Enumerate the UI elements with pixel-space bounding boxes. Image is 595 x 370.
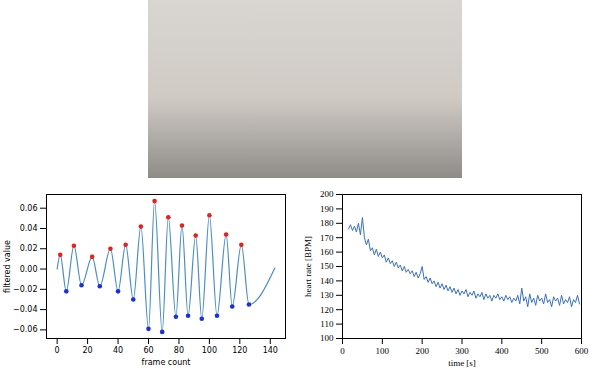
svg-text:heart rate [BPM]: heart rate [BPM] <box>303 236 313 297</box>
svg-text:filtered value: filtered value <box>3 240 12 293</box>
svg-text:200: 200 <box>415 346 429 356</box>
svg-text:140: 140 <box>320 276 334 286</box>
svg-text:130: 130 <box>320 290 334 300</box>
svg-text:190: 190 <box>320 204 334 214</box>
svg-text:20: 20 <box>83 346 93 355</box>
svg-text:200: 200 <box>320 189 334 199</box>
svg-text:150: 150 <box>320 261 334 271</box>
svg-text:0.02: 0.02 <box>20 244 38 253</box>
svg-text:0.04: 0.04 <box>20 224 38 233</box>
svg-text:100: 100 <box>202 346 217 355</box>
svg-text:frame count: frame count <box>142 358 191 367</box>
svg-text:0.00: 0.00 <box>20 265 38 274</box>
svg-text:−0.06: −0.06 <box>13 325 38 334</box>
svg-text:time [s]: time [s] <box>448 358 476 368</box>
svg-text:120: 120 <box>232 346 247 355</box>
svg-text:−0.04: −0.04 <box>13 305 38 314</box>
svg-text:110: 110 <box>320 319 334 329</box>
svg-text:100: 100 <box>320 333 334 343</box>
svg-text:60: 60 <box>143 346 153 355</box>
svg-text:40: 40 <box>113 346 123 355</box>
svg-text:600: 600 <box>575 346 589 356</box>
svg-text:500: 500 <box>535 346 549 356</box>
svg-text:170: 170 <box>320 233 334 243</box>
svg-text:160: 160 <box>320 247 334 257</box>
svg-text:140: 140 <box>263 346 278 355</box>
svg-text:400: 400 <box>495 346 509 356</box>
svg-text:0.06: 0.06 <box>20 204 38 213</box>
svg-text:80: 80 <box>174 346 184 355</box>
svg-text:180: 180 <box>320 218 334 228</box>
svg-text:0: 0 <box>55 346 60 355</box>
svg-text:300: 300 <box>455 346 469 356</box>
svg-text:0: 0 <box>340 346 345 356</box>
svg-text:−0.02: −0.02 <box>13 285 38 294</box>
svg-text:100: 100 <box>376 346 390 356</box>
svg-text:120: 120 <box>320 305 334 315</box>
